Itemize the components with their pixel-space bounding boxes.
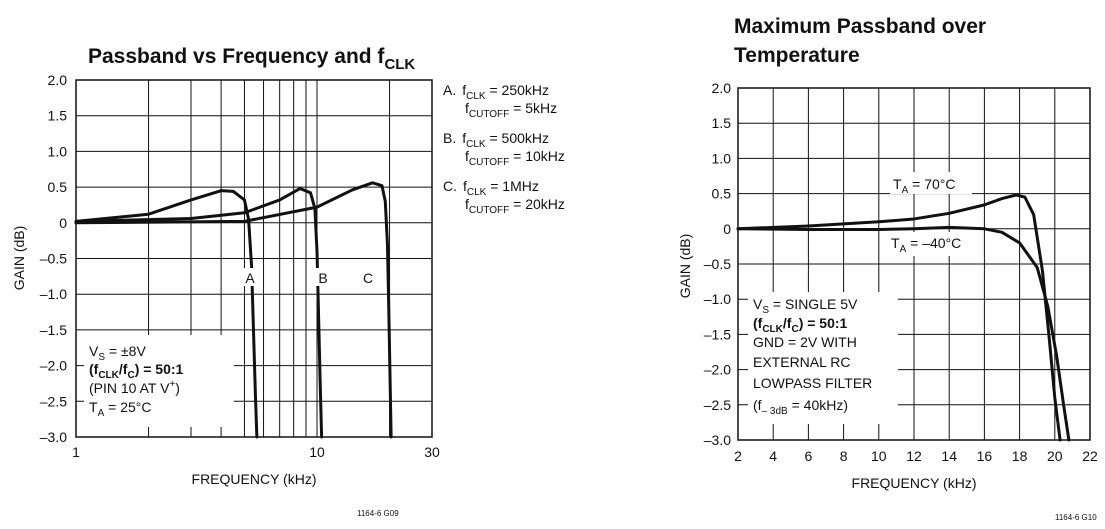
chart2-note-vs: VS = SINGLE 5V [753, 296, 858, 316]
chart2-x-axis-label: FREQUENCY (kHz) [852, 475, 977, 491]
chart2-curves [736, 193, 1071, 442]
chart2-y-tick-label: –1.0 [704, 291, 731, 307]
chart2-x-tick-label: 6 [805, 448, 813, 464]
series-label-minus40c: TA = –40°C [891, 235, 961, 255]
chart1-note-pin: (PIN 10 AT V+) [89, 379, 180, 396]
chart1-series-line-c [74, 181, 393, 439]
chart2-y-tick-label: –1.5 [704, 326, 731, 342]
legend-entry-a-cutoff: fCUTOFF = 5kHz [465, 100, 557, 120]
chart2-notes-background [748, 292, 898, 424]
chart2-y-tick-labels: 2.0 1.5 1.0 0.5 0 –0.5 –1.0 –1.5 –2.0 –2.5 –3.0 [704, 80, 731, 448]
chart2-x-tick-label: 8 [840, 448, 848, 464]
chart2-x-tick-label: 16 [977, 448, 993, 464]
legend-entry-a-clk: A. fCLK = 250kHz [443, 82, 549, 102]
legend-entry-c-cutoff: fCUTOFF = 20kHz [465, 196, 565, 216]
chart2-x-tick-label: 2 [734, 448, 742, 464]
chart1-x-tick-label: 10 [309, 444, 325, 460]
chart1-y-tick-label: 2.0 [48, 72, 68, 88]
chart-max-passband-over-temperature: Maximum Passband over Temperature 2.0 1.5… [677, 15, 1098, 522]
series-label-70c: TA = 70°C [893, 176, 955, 196]
chart2-x-tick-labels: 2 4 6 8 10 12 14 16 18 20 22 [734, 448, 1098, 464]
chart1-y-tick-label: 0.5 [48, 179, 68, 195]
chart1-note-ratio: (fCLK/fC) = 50:1 [89, 361, 184, 381]
chart1-y-tick-label: –2.5 [40, 393, 67, 409]
chart2-x-tick-label: 12 [906, 448, 922, 464]
chart2-x-tick-label: 10 [871, 448, 887, 464]
legend-entry-c-clk: C. fCLK = 1MHz [443, 178, 539, 198]
chart2-note-external-rc: EXTERNAL RC [753, 354, 851, 370]
chart2-y-axis-label: GAIN (dB) [677, 234, 693, 299]
curve-label-c: C [363, 270, 373, 286]
chart2-x-tick-label: 4 [769, 448, 777, 464]
chart2-series-line-70c [736, 193, 1062, 442]
chart1-plot-frame [75, 79, 433, 438]
chart1-y-tick-label: 0 [59, 215, 67, 231]
chart2-plot-frame [737, 87, 1091, 441]
chart1-y-tick-label: 1.5 [48, 108, 68, 124]
chart1-label-mask-b [315, 268, 331, 286]
chart2-x-tick-label: 20 [1047, 448, 1063, 464]
chart1-series-line-a [74, 189, 259, 439]
chart2-note-ratio: (fCLK/fC) = 50:1 [753, 315, 848, 335]
chart2-figure-code: 1164-6 G10 [1055, 513, 1097, 522]
chart2-note-lowpass: LOWPASS FILTER [753, 375, 872, 391]
chart1-title: Passband vs Frequency and fCLK [88, 45, 415, 73]
chart2-y-tick-label: –0.5 [704, 256, 731, 272]
chart2-y-tick-label: 1.5 [712, 115, 732, 131]
chart1-y-tick-label: 1.0 [48, 143, 68, 159]
chart1-y-tick-label: –3.0 [40, 429, 67, 445]
curve-label-b: B [318, 270, 327, 286]
curve-label-a: A [245, 270, 255, 286]
chart1-curves [74, 181, 393, 439]
chart1-label-mask-c [360, 268, 376, 286]
chart2-y-tick-label: –3.0 [704, 432, 731, 448]
chart1-note-ta: TA = 25°C [89, 399, 151, 419]
chart2-series-line-minus40c [736, 225, 1071, 442]
chart1-x-tick-label: 30 [424, 444, 440, 460]
chart2-x-tick-label: 18 [1012, 448, 1028, 464]
chart1-label-mask-a [242, 268, 258, 286]
chart2-series-label-mask-70 [890, 172, 972, 194]
chart2-title-line2: Temperature [734, 44, 860, 67]
chart1-y-tick-label: –1.5 [40, 322, 67, 338]
chart2-y-tick-label: 2.0 [712, 80, 732, 96]
chart1-x-tick-label: 1 [72, 444, 80, 460]
chart2-x-tick-label: 14 [941, 448, 957, 464]
chart1-x-axis-label: FREQUENCY (kHz) [192, 471, 317, 487]
chart2-y-tick-label: 1.0 [712, 150, 732, 166]
chart1-y-axis-label: GAIN (dB) [11, 226, 27, 291]
chart-passband-vs-frequency: Passband vs Frequency and fCLK 2.0 1.5 1.0… [11, 45, 565, 518]
chart1-y-tick-labels: 2.0 1.5 1.0 0.5 0 –0.5 –1.0 –1.5 –2.0 –2.5 –3.0 [40, 72, 67, 445]
chart1-y-tick-label: –2.0 [40, 358, 67, 374]
chart1-figure-code: 1164-6 G09 [357, 509, 399, 518]
chart1-series-line-b [74, 187, 324, 439]
chart1-x-tick-labels: 1 10 30 [72, 444, 440, 460]
chart2-x-tick-label: 22 [1082, 448, 1098, 464]
chart1-notes-background [84, 335, 234, 427]
legend-entry-b-clk: B. fCLK = 500kHz [443, 130, 549, 150]
chart2-y-tick-label: 0.5 [712, 186, 732, 202]
chart2-y-tick-label: –2.0 [704, 362, 731, 378]
legend-entry-b-cutoff: fCUTOFF = 10kHz [465, 148, 565, 168]
chart2-series-label-mask-minus40 [888, 232, 976, 256]
chart2-y-tick-label: –2.5 [704, 397, 731, 413]
chart2-note-gnd: GND = 2V WITH [753, 334, 857, 350]
chart1-legend: A. fCLK = 250kHz fCUTOFF = 5kHz B. fCLK = … [443, 82, 565, 216]
chart2-note-f3db: (f– 3dB = 40kHz) [753, 397, 848, 417]
chart2-title-line1: Maximum Passband over [734, 15, 986, 38]
chart1-y-tick-label: –1.0 [40, 286, 67, 302]
chart1-y-tick-label: –0.5 [40, 251, 67, 267]
chart2-y-tick-label: 0 [723, 221, 731, 237]
chart1-note-vs: VS = ±8V [89, 343, 146, 363]
